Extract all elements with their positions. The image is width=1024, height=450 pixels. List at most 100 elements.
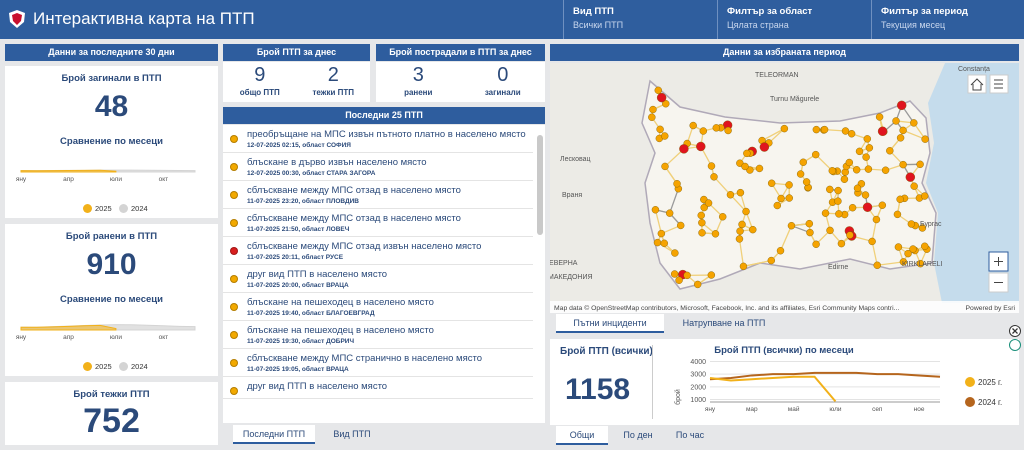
incident-point[interactable] — [719, 213, 727, 221]
incident-point[interactable] — [711, 230, 720, 238]
incident-point[interactable] — [648, 113, 656, 121]
incident-point[interactable] — [921, 135, 929, 143]
incident-point[interactable] — [837, 239, 846, 248]
incident-point[interactable] — [741, 162, 749, 171]
incident-point[interactable] — [899, 160, 907, 169]
incident-point[interactable] — [739, 262, 748, 271]
incident-point[interactable] — [653, 238, 662, 247]
incident-point[interactable] — [707, 271, 716, 279]
incident-point[interactable] — [892, 117, 900, 125]
incident-point[interactable] — [670, 270, 679, 278]
incident-point[interactable] — [826, 226, 834, 235]
incident-point[interactable] — [894, 243, 903, 251]
incident-point[interactable] — [877, 126, 888, 136]
incident-point[interactable] — [862, 153, 870, 161]
incident-point[interactable] — [665, 209, 674, 217]
incident-point[interactable] — [893, 210, 902, 219]
incident-point[interactable] — [755, 164, 764, 173]
info-icon[interactable] — [1009, 339, 1021, 351]
incident-point[interactable] — [799, 158, 807, 166]
incident-point[interactable] — [868, 237, 876, 246]
incident-point[interactable] — [828, 167, 836, 175]
incident-point[interactable] — [834, 197, 842, 205]
incident-point[interactable] — [698, 229, 706, 237]
incident-point[interactable] — [841, 127, 850, 135]
incident-point[interactable] — [812, 240, 820, 248]
incident-point[interactable] — [820, 125, 829, 134]
incident-point[interactable] — [904, 249, 912, 258]
incident-point[interactable] — [773, 201, 782, 210]
map[interactable]: Constanța TELEORMAN Turnu Măgurele Лесковац… — [550, 63, 1019, 313]
incident-point[interactable] — [852, 166, 861, 174]
list-item[interactable]: блъскане на пешеходец в населено място 11… — [223, 321, 533, 349]
incident-point[interactable] — [796, 170, 805, 178]
incident-point[interactable] — [724, 126, 732, 135]
incident-point[interactable] — [899, 126, 907, 135]
filter-value[interactable]: Цялата страна — [727, 20, 789, 30]
incident-point[interactable] — [873, 261, 881, 269]
list-item[interactable]: сблъскване между МПС отзад в населено мя… — [223, 181, 533, 209]
tab[interactable]: По час — [675, 430, 705, 440]
tab[interactable]: Общи — [556, 426, 608, 445]
tab[interactable]: Пътни инциденти — [556, 314, 664, 333]
incident-point[interactable] — [689, 121, 697, 130]
incident-point[interactable] — [835, 210, 843, 218]
incident-point[interactable] — [743, 149, 751, 158]
incident-point[interactable] — [787, 221, 796, 230]
incident-point[interactable] — [707, 162, 716, 170]
incident-point[interactable] — [767, 179, 776, 187]
incident-point[interactable] — [864, 165, 873, 173]
tab[interactable]: По ден — [623, 430, 653, 440]
incident-point[interactable] — [878, 201, 887, 209]
incident-point[interactable] — [726, 191, 735, 199]
incident-point[interactable] — [749, 225, 757, 234]
incident-point[interactable] — [742, 207, 750, 216]
list-item[interactable]: сблъскване между МПС отзад извън населен… — [223, 237, 533, 265]
incident-point[interactable] — [896, 134, 905, 142]
filter-label[interactable]: Филтър за период — [881, 6, 968, 17]
incident-point[interactable] — [698, 219, 706, 227]
incident-point[interactable] — [918, 224, 927, 232]
incident-point[interactable] — [875, 113, 884, 121]
incident-point[interactable] — [846, 231, 854, 239]
incident-point[interactable] — [907, 220, 916, 228]
incident-point[interactable] — [736, 188, 745, 197]
incident-point[interactable] — [848, 204, 857, 212]
incident-point[interactable] — [712, 124, 720, 132]
incident-point[interactable] — [671, 249, 679, 257]
scrollbar[interactable] — [537, 135, 543, 235]
incident-point[interactable] — [657, 229, 666, 238]
incident-point[interactable] — [660, 239, 668, 248]
tab[interactable]: Вид ПТП — [333, 429, 371, 439]
incident-point[interactable] — [861, 191, 870, 199]
incident-point[interactable] — [738, 220, 746, 229]
tab[interactable]: Натрупване на ПТП — [682, 318, 766, 328]
list-item[interactable]: блъскане на пешеходец в населено място 11… — [223, 293, 533, 321]
incident-point[interactable] — [910, 182, 918, 190]
incident-point[interactable] — [693, 280, 702, 289]
incident-point[interactable] — [802, 178, 811, 186]
incident-point[interactable] — [805, 219, 814, 228]
incident-point[interactable] — [699, 127, 707, 135]
incident-point[interactable] — [872, 215, 881, 224]
incident-point[interactable] — [661, 162, 669, 171]
incident-point[interactable] — [673, 180, 681, 188]
incident-point[interactable] — [845, 158, 854, 167]
list-item[interactable]: сблъскване между МПС странично в населен… — [223, 349, 533, 377]
list-item[interactable]: друг вид ПТП в населено място — [223, 377, 533, 399]
incident-point[interactable] — [661, 132, 669, 140]
incident-point[interactable] — [656, 125, 664, 134]
incident-point[interactable] — [896, 195, 904, 204]
incident-point[interactable] — [806, 228, 814, 237]
filter-label[interactable]: Филтър за област — [727, 6, 813, 17]
incident-point[interactable] — [826, 185, 834, 194]
incident-point[interactable] — [905, 172, 916, 182]
incident-point[interactable] — [916, 259, 925, 268]
list-item[interactable]: сблъскване между МПС отзад в населено мя… — [223, 209, 533, 237]
incident-point[interactable] — [899, 258, 908, 266]
incident-point[interactable] — [654, 86, 662, 95]
incident-point[interactable] — [855, 147, 864, 156]
incident-point[interactable] — [862, 202, 873, 212]
incident-point[interactable] — [863, 135, 871, 143]
incident-point[interactable] — [916, 160, 924, 169]
